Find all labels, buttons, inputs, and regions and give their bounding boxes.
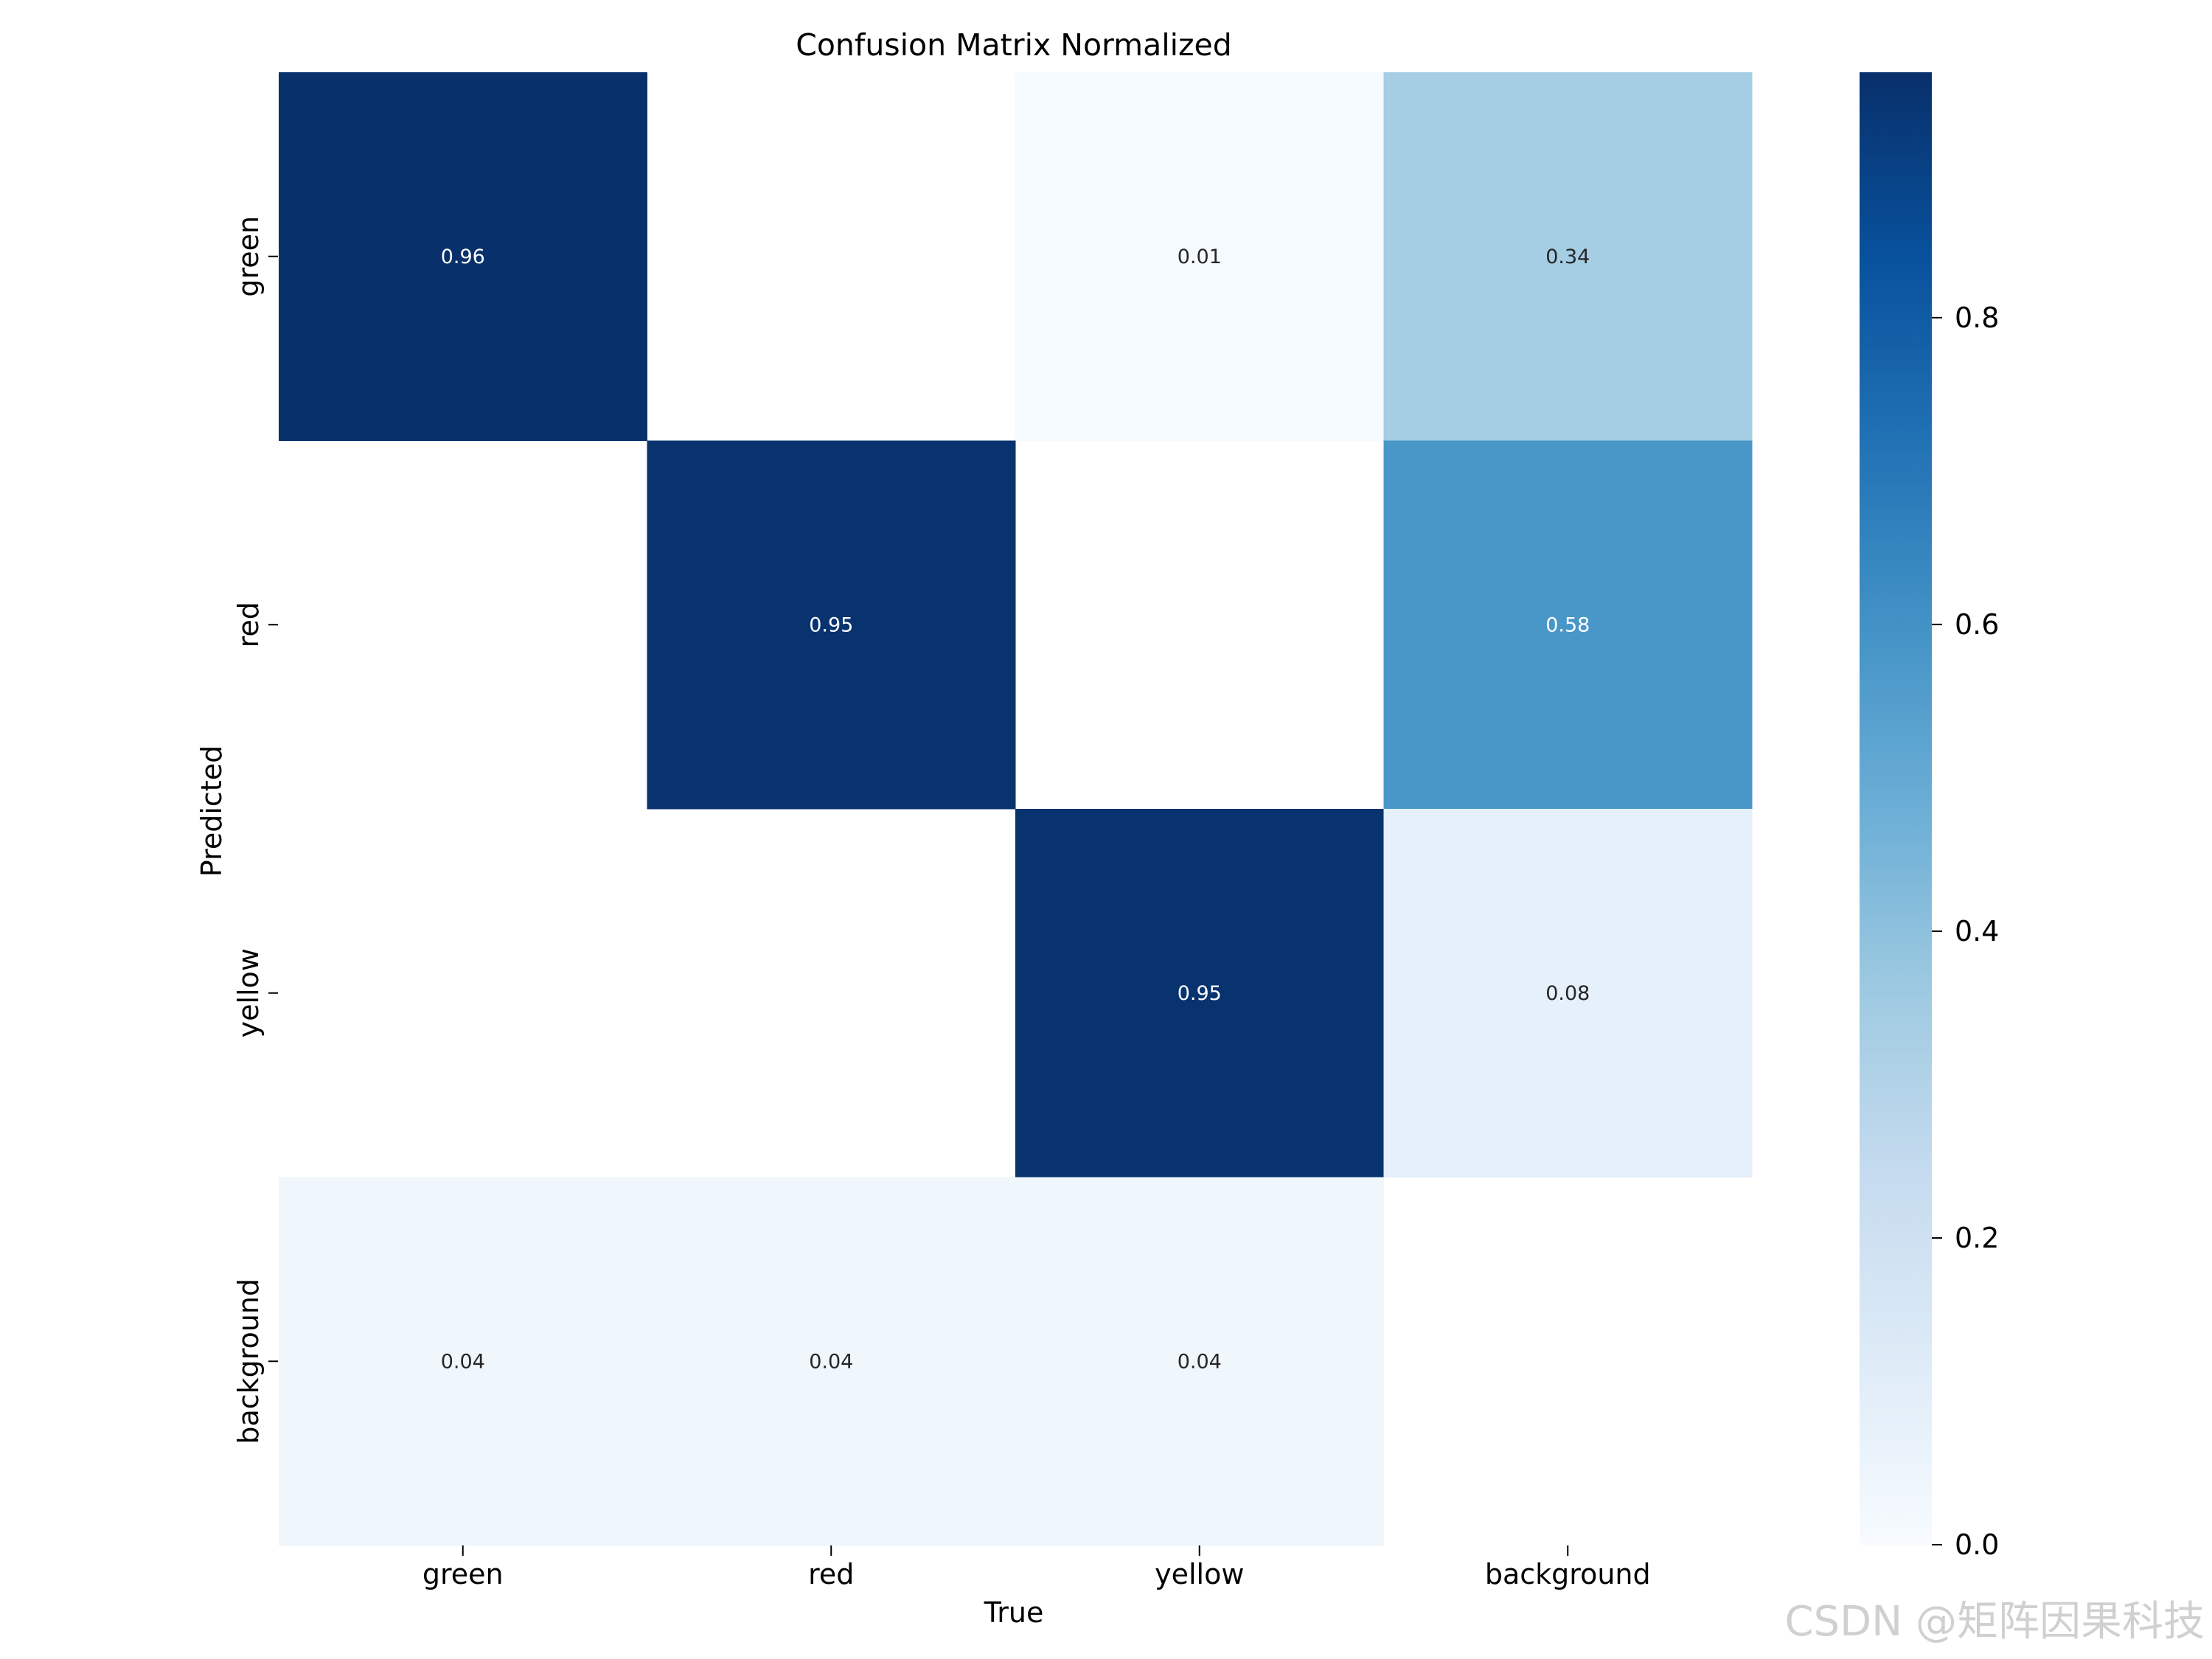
cell-label: 0.08 — [1545, 982, 1590, 1005]
watermark: CSDN @矩阵因果科技 — [1785, 1598, 2205, 1646]
cell-red-background — [1383, 440, 1753, 810]
x-tick-label-background: background — [1485, 1558, 1651, 1590]
colorbar-tick-label: 0.4 — [1955, 915, 1999, 947]
y-axis-label: Predicted — [195, 745, 228, 877]
cell-background-red — [647, 1177, 1016, 1546]
cell-label: 0.04 — [809, 1350, 853, 1373]
x-tick-label-yellow: yellow — [1155, 1558, 1244, 1590]
cell-label: 0.95 — [1178, 982, 1222, 1005]
cell-label: 0.01 — [1178, 246, 1222, 268]
colorbar-tick-label: 0.8 — [1955, 302, 1999, 334]
cell-yellow-background — [1383, 809, 1753, 1178]
cell-label: 0.04 — [1178, 1350, 1222, 1373]
cell-background-green — [279, 1177, 647, 1546]
cell-label: 0.04 — [441, 1350, 485, 1373]
cell-green-background — [1383, 72, 1753, 441]
x-axis-label: True — [984, 1596, 1044, 1629]
y-axis-ticks: green red yellow background — [232, 216, 278, 1444]
cell-red-red — [647, 440, 1016, 810]
cell-green-green — [279, 72, 647, 441]
cell-label: 0.96 — [441, 246, 485, 268]
cell-label: 0.95 — [809, 613, 853, 636]
x-tick-label-green: green — [422, 1558, 504, 1590]
cell-label: 0.58 — [1545, 613, 1590, 636]
chart-title: Confusion Matrix Normalized — [796, 27, 1232, 63]
colorbar-tick-label: 0.2 — [1955, 1222, 1999, 1254]
colorbar-tick-label: 0.0 — [1955, 1528, 1999, 1561]
heatmap-cells: 0.96 0.01 0.34 0.95 0.58 0.95 0.08 0.04 0.04 0.04 — [279, 72, 1753, 1546]
x-tick-label-red: red — [808, 1558, 854, 1590]
cell-green-yellow — [1015, 72, 1384, 441]
x-axis-ticks: green red yellow background — [422, 1545, 1651, 1590]
cell-yellow-yellow — [1015, 809, 1384, 1178]
colorbar — [1860, 72, 1932, 1545]
y-tick-label-red: red — [232, 602, 265, 647]
colorbar-ticks: 0.0 0.2 0.4 0.6 0.8 — [1932, 302, 1999, 1561]
cell-label: 0.34 — [1545, 246, 1590, 268]
colorbar-tick-label: 0.6 — [1955, 608, 1999, 641]
y-tick-label-background: background — [232, 1279, 265, 1444]
y-tick-label-yellow: yellow — [232, 948, 265, 1037]
cell-background-yellow — [1015, 1177, 1384, 1546]
y-tick-label-green: green — [232, 216, 265, 297]
